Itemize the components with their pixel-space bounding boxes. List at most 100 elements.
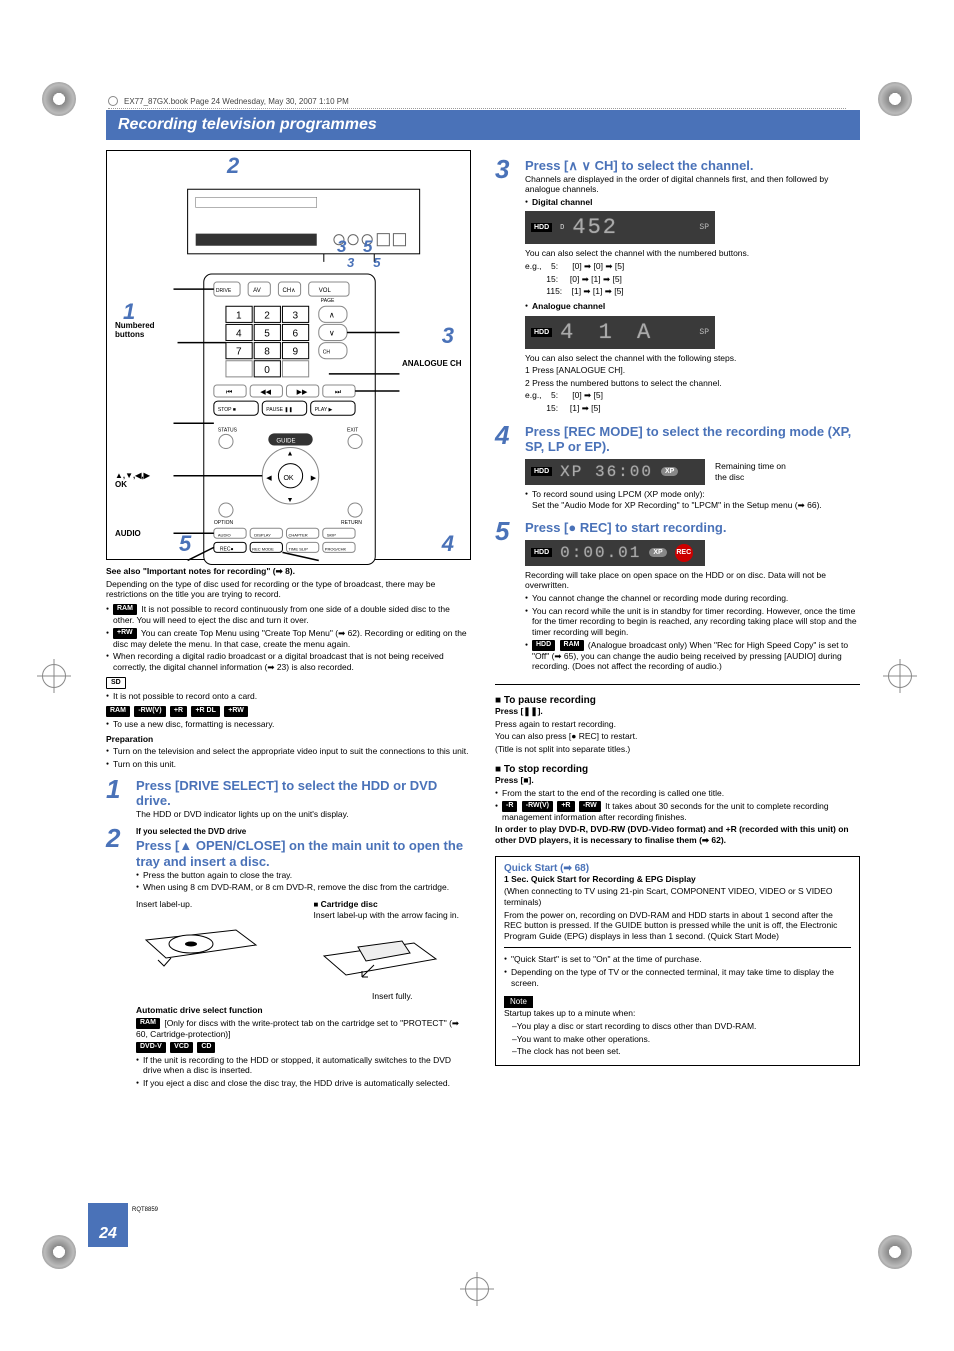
step-4-num: 4 bbox=[495, 424, 517, 447]
left-column: 2 1 3 5 3 4 5 Numbered buttons ANALOGUE … bbox=[106, 150, 471, 1091]
tag-rwv-stop: -RW(V) bbox=[522, 801, 553, 812]
svg-text:7: 7 bbox=[236, 347, 242, 358]
right-column: 3 Press [∧ ∨ CH] to select the channel. … bbox=[495, 150, 860, 1091]
step-3-title: Press [∧ ∨ CH] to select the channel. bbox=[525, 158, 860, 174]
eg-row-0: e.g., 5: [0] ➡ [0] ➡ [5] bbox=[525, 261, 860, 272]
tag-r: +R bbox=[170, 706, 187, 717]
step-1-title: Press [DRIVE SELECT] to select the HDD o… bbox=[136, 778, 471, 809]
tag-rwv: -RW(V) bbox=[134, 706, 165, 717]
tray-diagram-2 bbox=[314, 921, 444, 991]
manual-page: EX77_87GX.book Page 24 Wednesday, May 30… bbox=[0, 0, 954, 1351]
pause-l3: (Title is not split into separate titles… bbox=[495, 744, 860, 755]
tag-ram2: RAM bbox=[106, 706, 130, 717]
step2-b2: When using 8 cm DVD-RAM, or 8 cm DVD-R, … bbox=[136, 882, 471, 893]
pause-press: Press [❚❚]. bbox=[495, 706, 860, 717]
svg-text:9: 9 bbox=[293, 347, 299, 358]
lcd1-mode: SP bbox=[699, 223, 709, 232]
insert-fully: Insert fully. bbox=[314, 991, 472, 1002]
lcd1-d: D bbox=[560, 224, 564, 232]
svg-text:⏮: ⏮ bbox=[226, 389, 232, 396]
callout-3a: 3 bbox=[337, 237, 346, 257]
qs-n3: The clock has not been set. bbox=[517, 1046, 621, 1056]
finalise-note: In order to play DVD-R, DVD-RW (DVD-Vide… bbox=[495, 824, 860, 845]
lcd-recmode: HDD XP 36:00 XP bbox=[525, 459, 705, 485]
qs-b1: "Quick Start" is set to "On" at the time… bbox=[504, 954, 851, 965]
prep-title: Preparation bbox=[106, 734, 471, 745]
tag-cd: CD bbox=[197, 1042, 215, 1053]
step-4-title: Press [REC MODE] to select the recording… bbox=[525, 424, 860, 455]
pause-l2: You can also press [● REC] to restart. bbox=[495, 731, 860, 742]
cartridge-sub: Insert label-up with the arrow facing in… bbox=[314, 910, 472, 921]
svg-text:CH∧: CH∧ bbox=[282, 288, 295, 294]
intro-text: Depending on the type of disc used for r… bbox=[106, 579, 471, 600]
format-note: To use a new disc, formatting is necessa… bbox=[106, 719, 471, 730]
svg-text:PLAY ▶: PLAY ▶ bbox=[315, 407, 333, 413]
s5-b2: You can record while the unit is in stan… bbox=[525, 606, 860, 638]
svg-text:▲: ▲ bbox=[286, 451, 293, 458]
svg-text:REC MODE: REC MODE bbox=[252, 546, 274, 551]
svg-text:AV: AV bbox=[253, 288, 261, 294]
see-also: See also "Important notes for recording"… bbox=[106, 566, 471, 577]
svg-text:∨: ∨ bbox=[329, 329, 335, 338]
step-5: 5 Press [● REC] to start recording. HDD … bbox=[495, 520, 860, 674]
tag-pr-stop: +R bbox=[557, 801, 574, 812]
lcd2-drive: HDD bbox=[531, 328, 552, 337]
svg-text:▶▶: ▶▶ bbox=[297, 389, 308, 396]
registration-mark-left bbox=[42, 664, 66, 688]
page-number-box: RQT8859 24 bbox=[88, 1203, 128, 1247]
svg-text:PAUSE ❚❚: PAUSE ❚❚ bbox=[266, 407, 293, 413]
sd-note: It is not possible to record onto a card… bbox=[106, 691, 471, 702]
remain-label: Remaining time on the disc bbox=[715, 461, 795, 482]
ring-mark-tr bbox=[878, 82, 912, 116]
svg-text:▼: ▼ bbox=[286, 497, 293, 504]
lcd1-seg: 452 bbox=[572, 215, 618, 240]
rw-note: You can create Top Menu using "Create To… bbox=[113, 628, 467, 649]
qs-l2: From the power on, recording on DVD-RAM … bbox=[504, 910, 851, 942]
s5-b1: You cannot change the channel or recordi… bbox=[525, 593, 860, 604]
step-2: 2 If you selected the DVD drive Press [▲… bbox=[106, 827, 471, 1090]
qs-l1: (When connecting to TV using 21-pin Scar… bbox=[504, 886, 851, 907]
lcd5-xp: XP bbox=[649, 548, 666, 557]
step-1-num: 1 bbox=[106, 778, 128, 801]
auto-b1: If the unit is recording to the HDD or s… bbox=[136, 1055, 471, 1076]
rqt-code: RQT8859 bbox=[132, 1207, 158, 1213]
lcd4-xp: XP bbox=[661, 467, 678, 476]
tag-rw2: +RW bbox=[224, 706, 248, 717]
svg-text:VOL: VOL bbox=[319, 288, 332, 294]
auto-title: Automatic drive select function bbox=[136, 1005, 471, 1016]
ram-note: It is not possible to record continuousl… bbox=[113, 604, 450, 625]
step-2-pre: If you selected the DVD drive bbox=[136, 827, 471, 836]
tag-ram: RAM bbox=[113, 604, 137, 615]
svg-text:OPTION: OPTION bbox=[214, 520, 234, 526]
step-2-num: 2 bbox=[106, 827, 128, 850]
tag-prw-stop: -RW bbox=[579, 801, 601, 812]
lcd5-drive: HDD bbox=[531, 548, 552, 557]
header-strip-text: EX77_87GX.book Page 24 Wednesday, May 30… bbox=[124, 97, 349, 106]
pause-head: To pause recording bbox=[495, 695, 860, 706]
svg-text:◀◀: ◀◀ bbox=[260, 389, 271, 396]
step-4: 4 Press [REC MODE] to select the recordi… bbox=[495, 424, 860, 512]
content-area: Recording television programmes 2 1 3 5 … bbox=[106, 110, 860, 1241]
qs-n2: You want to make other operations. bbox=[517, 1034, 650, 1044]
svg-text:CHAPTER: CHAPTER bbox=[289, 532, 308, 537]
lcd-analogue: HDD 4 1 A SP bbox=[525, 316, 715, 349]
tag-ram4: RAM bbox=[560, 640, 584, 651]
ring-mark-bl bbox=[42, 1235, 76, 1269]
stop-head: To stop recording bbox=[495, 764, 860, 775]
header-strip: EX77_87GX.book Page 24 Wednesday, May 30… bbox=[108, 96, 846, 109]
step-3: 3 Press [∧ ∨ CH] to select the channel. … bbox=[495, 158, 860, 416]
svg-text:TIME SLIP: TIME SLIP bbox=[289, 546, 309, 551]
step-2-title: Press [▲ OPEN/CLOSE] on the main unit to… bbox=[136, 838, 471, 869]
lcd-digital: HDD D 452 SP bbox=[525, 211, 715, 244]
callout-2: 2 bbox=[227, 153, 239, 179]
analogue-label: Analogue channel bbox=[525, 301, 860, 312]
tag-dvdv: DVD-V bbox=[136, 1042, 166, 1053]
label-dpad: ▲,▼,◀,▶ OK bbox=[115, 471, 150, 489]
svg-text:0: 0 bbox=[264, 365, 270, 376]
tag-rdl: +R DL bbox=[191, 706, 219, 717]
tag-prw: +RW bbox=[113, 628, 137, 639]
remote-diagram: 2 1 3 5 3 4 5 Numbered buttons ANALOGUE … bbox=[106, 150, 471, 560]
step-1-sub: The HDD or DVD indicator lights up on th… bbox=[136, 809, 471, 820]
stop-b1: From the start to the end of the recordi… bbox=[495, 788, 860, 799]
lcd2-mode: SP bbox=[699, 328, 709, 337]
